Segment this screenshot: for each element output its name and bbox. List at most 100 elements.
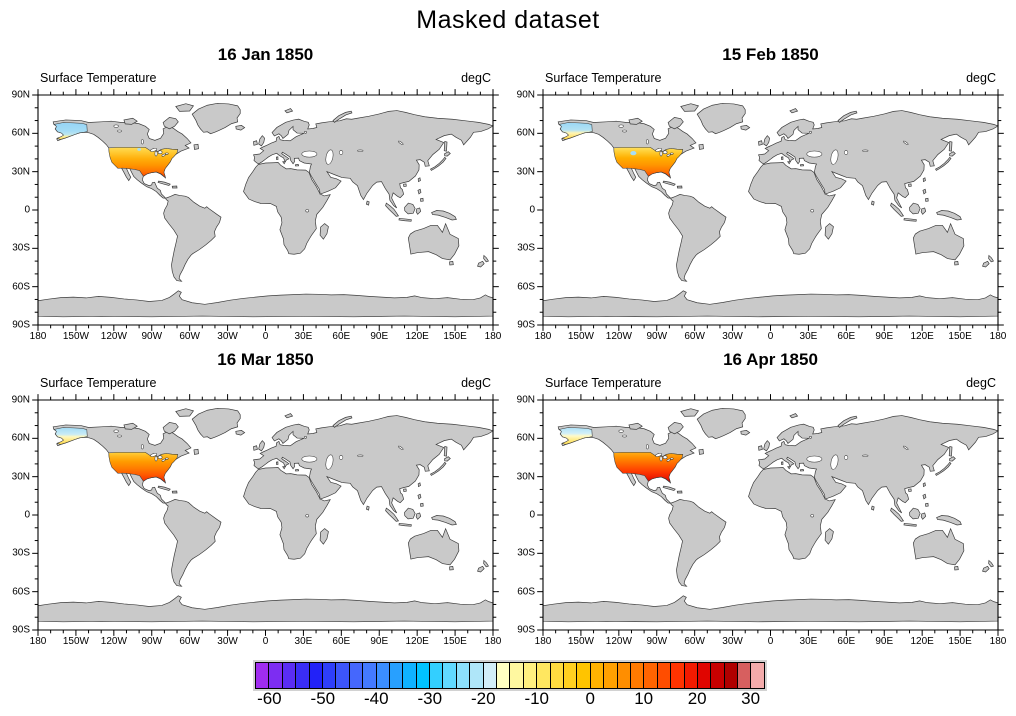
lon-tick-label: 30W xyxy=(722,636,743,647)
lon-tick-label: 30W xyxy=(217,331,238,342)
conus-temperature-field xyxy=(109,452,178,482)
lat-tick-label: 30N xyxy=(11,471,30,483)
colorbar-cell xyxy=(577,663,591,688)
lat-tick-label: 0 xyxy=(529,509,535,521)
colorbar-cell xyxy=(657,663,672,688)
colorbar-cell xyxy=(604,663,618,688)
alaska-temperature-field xyxy=(559,122,592,139)
lat-tick-label: 90N xyxy=(11,394,30,406)
colorbar-cell xyxy=(751,663,764,688)
lon-tick-label: 60E xyxy=(332,636,351,647)
colorbar-tick-label: 30 xyxy=(741,689,761,708)
map-panel-feb-1850: 15 Feb 1850 Surface Temperature degC 90N… xyxy=(505,40,1011,342)
colorbar-tick-label: -30 xyxy=(417,689,443,708)
colorbar-cell xyxy=(336,663,350,688)
panel-title: 15 Feb 1850 xyxy=(722,45,819,64)
lon-tick-label: 90W xyxy=(141,331,163,342)
alaska-temperature-field xyxy=(54,122,87,139)
panel-title: 16 Jan 1850 xyxy=(217,45,314,64)
lon-tick-label: 60W xyxy=(684,331,705,342)
map-frame xyxy=(543,95,998,325)
lon-tick-label: 120W xyxy=(605,636,632,647)
colorbar-cell xyxy=(309,663,323,688)
lon-tick-label: 0 xyxy=(767,331,774,342)
panel-title: 16 Apr 1850 xyxy=(723,350,818,369)
field-label: Surface Temperature xyxy=(40,376,157,390)
lat-tick-label: 60S xyxy=(517,281,535,293)
colorbar xyxy=(255,662,765,689)
colorbar-cell xyxy=(510,663,524,688)
lon-tick-label: 180 xyxy=(989,331,1007,342)
colorbar-tick-label: -10 xyxy=(524,689,550,708)
colorbar-cell xyxy=(497,663,511,688)
units-label: degC xyxy=(966,71,996,85)
colorbar-cell xyxy=(456,663,471,688)
lon-tick-label: 120E xyxy=(910,636,934,647)
colorbar-cell xyxy=(684,663,698,688)
lon-tick-label: 30W xyxy=(217,636,238,647)
lat-tick-label: 30N xyxy=(516,471,535,483)
field-label: Surface Temperature xyxy=(40,71,157,85)
conus-temperature-field xyxy=(614,147,683,177)
colorbar-cell xyxy=(282,663,297,688)
lon-tick-label: 120E xyxy=(405,636,429,647)
colorbar-cell xyxy=(483,663,498,688)
lon-tick-label: 150E xyxy=(948,331,972,342)
lon-tick-label: 120W xyxy=(100,636,127,647)
lon-tick-label: 180 xyxy=(534,636,552,647)
lon-tick-label: 120E xyxy=(910,331,934,342)
colorbar-cell xyxy=(376,663,390,688)
lon-tick-label: 150W xyxy=(62,331,89,342)
lon-tick-label: 150W xyxy=(567,331,594,342)
lon-tick-label: 0 xyxy=(262,331,269,342)
lon-tick-label: 180 xyxy=(484,636,502,647)
map-panel-mar-1850: 16 Mar 1850 Surface Temperature degC 90N… xyxy=(0,345,506,647)
lat-tick-label: 0 xyxy=(24,509,30,521)
lon-tick-label: 0 xyxy=(262,636,269,647)
conus-temperature-field xyxy=(109,147,178,177)
lat-tick-label: 90N xyxy=(516,89,535,101)
lon-tick-label: 30W xyxy=(722,331,743,342)
lon-tick-label: 90E xyxy=(875,636,894,647)
lon-tick-label: 150W xyxy=(567,636,594,647)
lon-tick-label: 180 xyxy=(989,636,1007,647)
conus-temperature-field xyxy=(614,452,683,482)
world-map xyxy=(31,393,500,637)
lon-tick-label: 150E xyxy=(443,636,467,647)
lon-tick-label: 60E xyxy=(332,331,351,342)
units-label: degC xyxy=(461,376,491,390)
lon-tick-label: 150E xyxy=(948,636,972,647)
lon-tick-label: 90E xyxy=(370,331,389,342)
lon-tick-label: 120W xyxy=(100,331,127,342)
world-map xyxy=(31,88,500,332)
map-frame xyxy=(543,400,998,630)
colorbar-cell xyxy=(430,663,444,688)
lat-tick-label: 60S xyxy=(12,586,30,598)
lon-tick-label: 90W xyxy=(646,636,668,647)
lon-tick-label: 30E xyxy=(294,636,313,647)
world-map xyxy=(536,88,1005,332)
cold-anomaly-spot xyxy=(137,148,142,151)
colorbar-cell xyxy=(563,663,578,688)
lat-tick-label: 30S xyxy=(12,242,30,254)
lat-tick-label: 90N xyxy=(516,394,535,406)
colorbar-cell xyxy=(322,663,337,688)
lon-tick-label: 30E xyxy=(294,331,313,342)
lon-tick-label: 60E xyxy=(837,331,856,342)
colorbar-cell xyxy=(470,663,484,688)
colorbar-cell xyxy=(389,663,404,688)
lon-tick-label: 150E xyxy=(443,331,467,342)
panel-title: 16 Mar 1850 xyxy=(217,350,314,369)
colorbar-tick-label: 20 xyxy=(687,689,707,708)
lat-tick-label: 30N xyxy=(516,166,535,178)
map-panel-jan-1850: 16 Jan 1850 Surface Temperature degC 90N… xyxy=(0,40,506,342)
colorbar-cell xyxy=(711,663,725,688)
lat-tick-label: 60N xyxy=(11,127,30,139)
lon-tick-label: 180 xyxy=(534,331,552,342)
lat-tick-label: 90N xyxy=(11,89,30,101)
colorbar-cell xyxy=(738,663,752,688)
colorbar-cell xyxy=(256,663,270,688)
colorbar-cell xyxy=(537,663,551,688)
lat-tick-label: 60S xyxy=(517,586,535,598)
colorbar-cell xyxy=(416,663,431,688)
